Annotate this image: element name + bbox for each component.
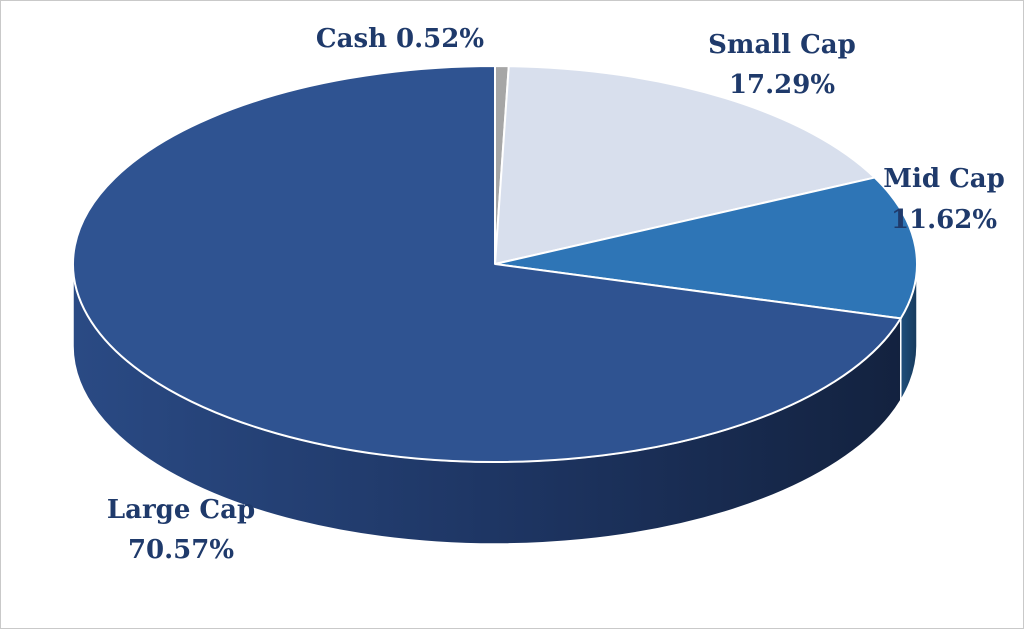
pie-slice-mid-cap <box>494 176 918 320</box>
data-label-small-cap-value: 17.29% <box>729 70 835 100</box>
data-label-small-cap: Small Cap <box>708 30 856 60</box>
data-label-large-cap-value: 70.57% <box>128 535 234 565</box>
data-label-cash: Cash 0.52% <box>316 24 484 54</box>
pie-slice-large-cap <box>72 65 902 463</box>
data-label-large-cap: Large Cap <box>107 495 255 525</box>
pie-tops <box>72 65 918 463</box>
data-label-mid-cap: Mid Cap <box>883 164 1005 194</box>
pie-labels: Cash 0.52% Small Cap 17.29% Mid Cap 11.62% La… <box>107 24 1005 565</box>
data-label-mid-cap-value: 11.62% <box>891 205 997 235</box>
pie-slice-small-cap <box>494 65 876 265</box>
